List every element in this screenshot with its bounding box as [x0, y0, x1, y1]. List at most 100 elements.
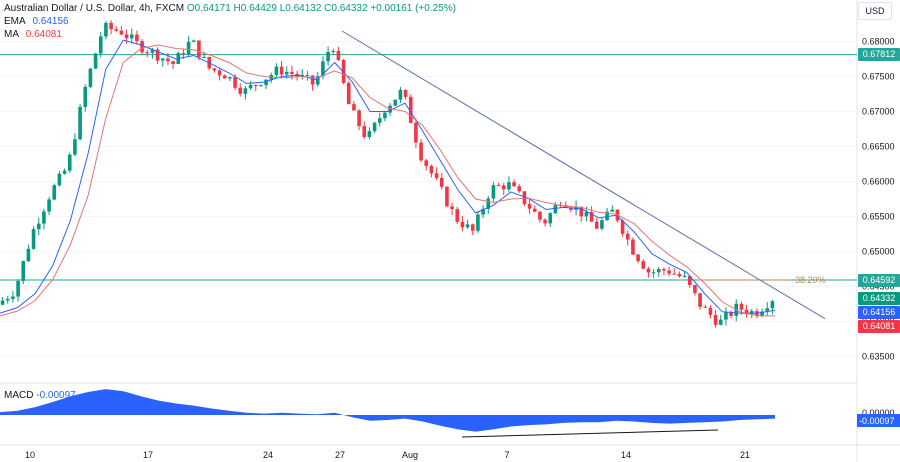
macd-legend: MACD -0.00097 — [4, 390, 76, 401]
candle-body — [419, 142, 423, 161]
ema-value: 0.64156 — [32, 16, 69, 27]
candle-body — [284, 71, 289, 75]
tag-level-lower: 0.64592 — [858, 273, 900, 287]
candle-body — [708, 307, 713, 315]
price-tick-label: 0.68000 — [862, 37, 895, 47]
time-tick-label: 21 — [740, 450, 750, 460]
ma-label[interactable]: MA — [4, 29, 19, 40]
candle-body — [465, 224, 470, 228]
candle-body — [445, 186, 449, 207]
candle-body — [522, 191, 527, 204]
candle-body — [667, 270, 671, 274]
macd-divergence-line — [461, 429, 719, 438]
candle-body — [78, 106, 82, 140]
macd-panel: 0.00000-0.00097 — [0, 389, 900, 438]
candle-body — [527, 203, 532, 209]
candle-body — [336, 50, 341, 60]
macd-label[interactable]: MACD — [4, 390, 34, 401]
candle-body — [620, 220, 625, 234]
candle-body — [703, 306, 708, 308]
macd-value: -0.00097 — [36, 390, 76, 401]
candle-body — [548, 213, 553, 224]
candle-body — [259, 85, 263, 87]
candle-body — [145, 52, 150, 54]
candle-body — [589, 212, 594, 222]
tag-close: 0.64332 — [858, 291, 900, 305]
macd-value-tag-text: -0.00097 — [859, 416, 895, 426]
candle-body — [450, 206, 454, 210]
candle-body — [129, 34, 134, 39]
candle-body — [429, 165, 434, 174]
candle-body — [414, 122, 418, 143]
ema-label[interactable]: EMA — [4, 16, 26, 27]
candle-body — [357, 110, 361, 127]
candle-body — [388, 105, 392, 113]
candle-body — [315, 76, 320, 85]
candle-body — [274, 66, 279, 75]
ohlc-values: O0.64171 H0.64429 L0.64132 C0.64332 +0.0… — [186, 3, 456, 14]
candle-body — [202, 56, 206, 58]
candle-body — [346, 82, 351, 105]
tag-ema: 0.64156 — [858, 305, 900, 319]
candle-body — [739, 303, 744, 310]
candle-body — [713, 314, 718, 325]
candle-body — [507, 182, 511, 190]
candle-body — [672, 273, 677, 275]
time-tick-label: 7 — [504, 450, 509, 460]
candle-body — [279, 66, 284, 75]
candle-body — [326, 51, 330, 62]
time-axis[interactable]: 10 17 24 27 Aug 7 14 21 — [25, 450, 750, 460]
time-tick-label: 27 — [335, 450, 345, 460]
candle-body — [682, 276, 687, 278]
candle-body — [104, 22, 108, 37]
candle-body — [470, 224, 475, 231]
candle-body — [455, 209, 460, 222]
candle-body — [98, 36, 103, 54]
candle-body — [21, 261, 26, 281]
candle-body — [135, 34, 139, 42]
candle-body — [5, 298, 10, 301]
ma-line — [0, 44, 775, 317]
candle-body — [398, 89, 403, 100]
candle-body — [243, 88, 248, 94]
candle-body — [140, 41, 144, 53]
candle-body — [512, 182, 516, 187]
chart-legend: Australian Dollar / U.S. Dollar, 4h, FXC… — [4, 2, 456, 41]
candle-body — [625, 233, 630, 240]
candle-body — [610, 209, 615, 212]
candle-body — [197, 40, 201, 58]
candle-body — [83, 86, 88, 107]
candle-body — [605, 211, 609, 221]
candle-body — [310, 75, 315, 85]
candle-body — [191, 40, 196, 42]
trendline[interactable] — [341, 30, 826, 320]
candle-body — [238, 87, 243, 94]
candle-body — [569, 207, 573, 210]
price-tick-label: 0.67500 — [862, 72, 895, 82]
currency-button[interactable]: USD — [858, 2, 892, 20]
candle-body — [253, 85, 258, 87]
candle-body — [662, 269, 666, 271]
candle-body — [439, 177, 444, 187]
candle-body — [331, 50, 336, 52]
candle-body — [476, 214, 480, 231]
symbol-title[interactable]: Australian Dollar / U.S. Dollar, 4h, FXC… — [4, 3, 185, 14]
candles — [0, 20, 775, 328]
candle-body — [73, 139, 77, 155]
candle-body — [486, 198, 491, 209]
price-tick-label: 0.67000 — [862, 107, 895, 117]
candle-body — [770, 301, 775, 309]
price-tick-label: 0.66000 — [862, 177, 895, 187]
candle-body — [553, 205, 558, 214]
candle-body — [408, 96, 413, 123]
candle-body — [646, 268, 651, 273]
candle-body — [656, 269, 661, 273]
candle-body — [362, 126, 367, 138]
candle-body — [724, 312, 728, 320]
candle-body — [501, 185, 506, 190]
candle-body — [631, 239, 635, 255]
time-tick-label: 10 — [25, 450, 35, 460]
candle-body — [744, 309, 749, 315]
price-tick-label: 0.65500 — [862, 212, 895, 222]
